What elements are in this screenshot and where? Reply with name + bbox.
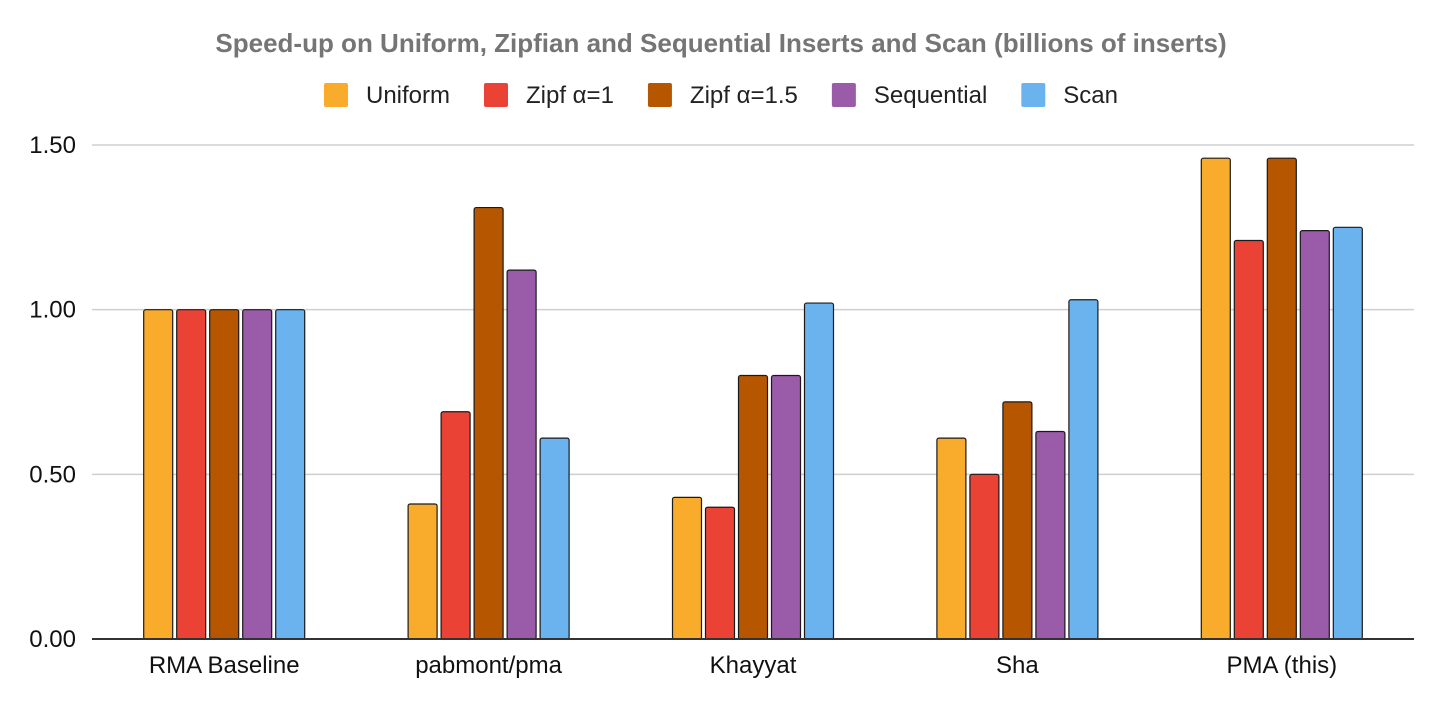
- x-axis-category-labels: RMA Baseline pabmont/pma Khayyat Sha PMA (th…: [149, 652, 1337, 679]
- bar: [770, 374, 802, 640]
- legend-label: Zipf α=1.5: [690, 82, 798, 109]
- bar: [1035, 430, 1066, 640]
- bar: [803, 302, 835, 640]
- x-category-label: RMA Baseline: [149, 652, 300, 679]
- bar: [473, 206, 504, 640]
- y-tick-label: 0.00: [29, 626, 76, 653]
- legend-swatch: [831, 83, 856, 107]
- bars: [143, 157, 1363, 640]
- bar: [737, 374, 769, 640]
- legend-label: Zipf α=1: [526, 82, 614, 109]
- legend-swatch: [647, 83, 672, 107]
- bar: [539, 437, 570, 640]
- bar: [506, 269, 537, 640]
- bar: [671, 496, 703, 640]
- bar: [1068, 299, 1099, 640]
- bar: [1233, 239, 1264, 640]
- chart-title: Speed-up on Uniform, Zipfian and Sequent…: [215, 28, 1226, 58]
- bar: [143, 309, 174, 640]
- legend-swatch: [323, 83, 348, 107]
- legend-label: Scan: [1063, 82, 1118, 109]
- bar: [1200, 157, 1231, 640]
- legend-swatch: [1021, 83, 1046, 107]
- bar: [969, 473, 1000, 640]
- x-category-label: Sha: [996, 652, 1039, 679]
- legend-label: Uniform: [366, 82, 450, 109]
- y-tick-label: 1.00: [29, 297, 76, 324]
- bar: [1299, 230, 1330, 640]
- y-tick-label: 1.50: [29, 132, 76, 159]
- bar: [704, 506, 736, 640]
- bar: [1266, 157, 1297, 640]
- bar: [407, 503, 438, 640]
- y-axis-tick-labels: 0.00 0.50 1.00 1.50: [29, 132, 76, 653]
- bar: [275, 309, 306, 640]
- legend-label: Sequential: [874, 82, 987, 109]
- bar: [1002, 401, 1033, 640]
- x-category-label: Khayyat: [710, 652, 797, 679]
- x-category-label: PMA (this): [1226, 652, 1337, 679]
- bar: [176, 309, 207, 640]
- bar: [936, 437, 967, 640]
- legend-swatch: [484, 83, 509, 107]
- bar: [209, 309, 240, 640]
- y-tick-label: 0.50: [29, 461, 76, 488]
- bar: [1332, 226, 1363, 640]
- bar: [440, 411, 471, 640]
- x-category-label: pabmont/pma: [415, 652, 562, 679]
- bar: [242, 309, 273, 640]
- legend: Uniform Zipf α=1 Zipf α=1.5 Sequential Scan: [323, 82, 1118, 109]
